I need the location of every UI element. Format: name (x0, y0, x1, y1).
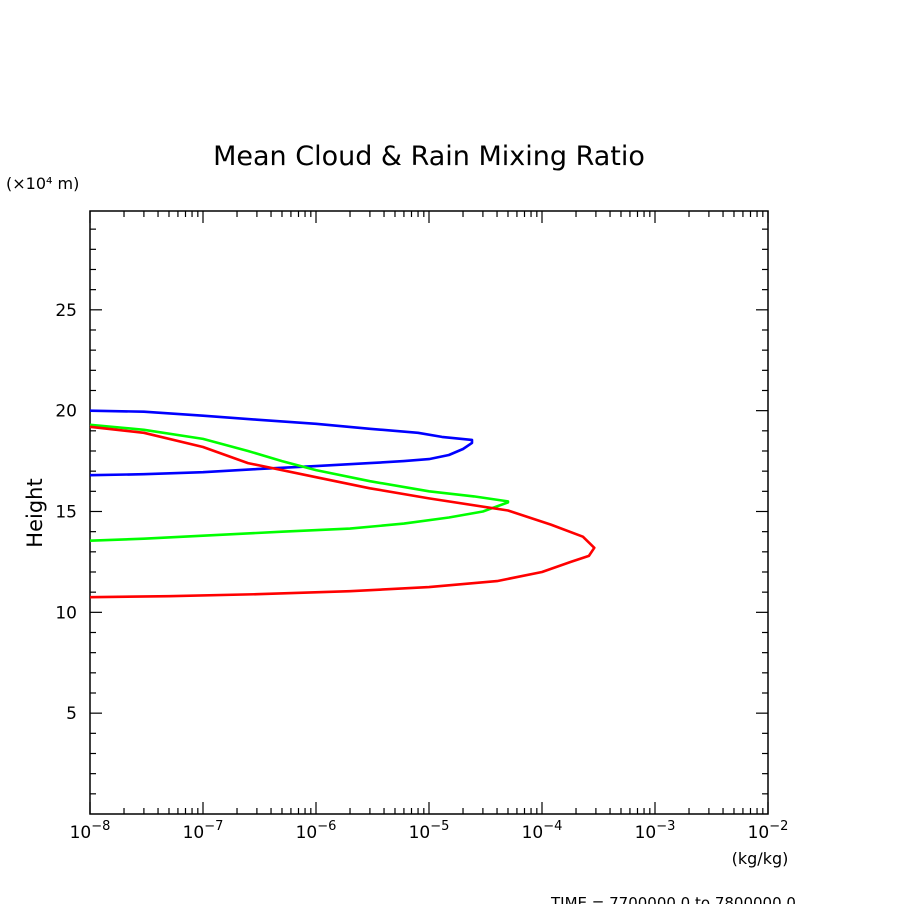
y-axis-units: (×10⁴ m) (6, 174, 79, 193)
x-axis-units: (kg/kg) (732, 849, 789, 868)
x-tick-label: 10−4 (522, 819, 563, 843)
series-line-2 (89, 423, 510, 542)
y-tick-label: 10 (55, 603, 77, 623)
x-tick-label: 10−3 (635, 819, 676, 843)
series-group (89, 409, 596, 599)
series-line-3 (89, 425, 596, 599)
x-tick-label: 10−2 (748, 819, 789, 843)
time-range-footer: TIME = 7700000.0 to 7800000.0 (550, 894, 796, 904)
chart-title: Mean Cloud & Rain Mixing Ratio (213, 141, 645, 172)
axis-ticks (89, 211, 769, 814)
y-tick-label: 15 (55, 502, 77, 522)
x-tick-label: 10−7 (183, 819, 224, 843)
x-tick-label: 10−6 (296, 819, 337, 843)
plot-frame (89, 210, 769, 815)
y-tick-label: 20 (55, 402, 77, 422)
x-tick-labels: 10−8 10−7 10−6 10−5 10−4 10−3 10−2 (70, 819, 789, 843)
y-tick-label: 25 (55, 301, 77, 321)
x-tick-label: 10−8 (70, 819, 111, 843)
x-tick-label: 10−5 (409, 819, 450, 843)
series-line-1 (89, 409, 474, 477)
y-tick-labels: 5 10 15 20 25 (55, 301, 77, 724)
y-tick-label: 5 (66, 704, 77, 724)
y-axis-label: Height (23, 478, 47, 547)
